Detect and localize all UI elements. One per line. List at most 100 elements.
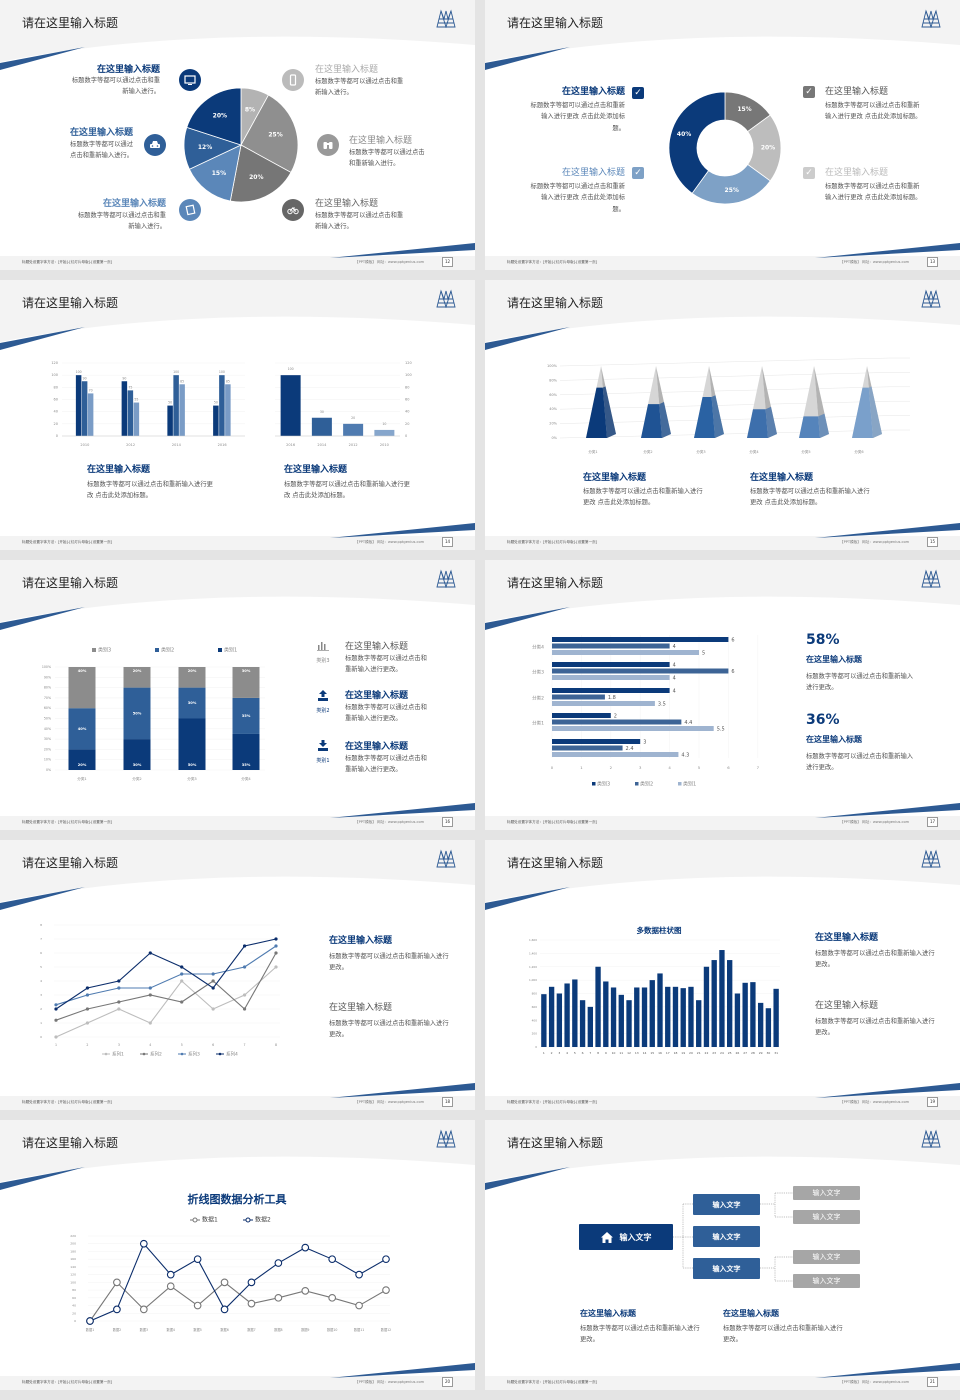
page-number: 14 [442, 537, 453, 547]
bar [696, 1000, 702, 1047]
data-point [274, 944, 278, 948]
branch-node[interactable]: 输入文字 [693, 1226, 760, 1247]
x-tick-label: 3 [558, 1051, 560, 1055]
x-tick-label: 21 [697, 1051, 701, 1055]
item-desc: 标题数字等都可以通过点击和重新输入进行更改 点击此处添加标题。 [583, 488, 703, 507]
bar [552, 713, 611, 718]
x-tick-label: 9 [605, 1051, 607, 1055]
x-tick-label: 13 [635, 1051, 639, 1055]
bar-value-label: 5 [702, 650, 705, 656]
data-point [247, 1278, 256, 1287]
bar [552, 688, 670, 693]
legend-marker [192, 1217, 198, 1223]
data-point [139, 1305, 148, 1314]
checkbox-icon[interactable]: ✓ [632, 87, 644, 99]
y-tick-label: 8 [40, 923, 42, 927]
leaf-node[interactable]: 输入文字 [793, 1250, 860, 1264]
footer-website[interactable]: 【PPT模板】 网址：www.pptgenius.com [355, 1100, 425, 1104]
gridline [559, 386, 891, 396]
data-point [301, 1243, 310, 1252]
leaf-node[interactable]: 输入文字 [793, 1274, 860, 1288]
bar [579, 1000, 586, 1047]
y-tick-label: 4 [40, 979, 42, 983]
stat-value: 36% [806, 712, 840, 728]
slide-title: 请在这里输入标题 [22, 296, 119, 310]
segment-label: 40% [78, 727, 87, 731]
bar-value-label: 70 [89, 388, 93, 392]
footer-website[interactable]: 【PPT模板】 网址：www.pptgenius.com [840, 1380, 910, 1384]
y-tick-label: 80% [44, 686, 51, 690]
slide-title: 请在这里输入标题 [507, 856, 604, 870]
bar-value-label: 85 [226, 379, 230, 383]
bar [552, 675, 670, 680]
item-title: 在这里输入标题 [583, 473, 647, 483]
legend-marker [180, 1052, 184, 1056]
bar-value-label: 100 [76, 370, 82, 374]
leaf-node[interactable]: 输入文字 [793, 1210, 860, 1224]
bar [552, 662, 670, 667]
footer-website[interactable]: 【PPT模板】 网址：www.pptgenius.com [355, 540, 425, 544]
pie-slice [186, 87, 242, 146]
bar-value-label: 3 [643, 739, 646, 745]
leaf-node[interactable]: 输入文字 [793, 1186, 860, 1200]
x-tick-label: 4 [566, 1051, 568, 1055]
pyramid-bar-side [765, 406, 777, 438]
data-point [113, 1305, 121, 1314]
item-desc: 标题数字等都可以通过点击和重新输入进行更改。 [345, 704, 427, 723]
bar-value-label: 100 [219, 370, 225, 374]
footer-website[interactable]: 【PPT模板】 网址：www.pptgenius.com [840, 1100, 910, 1104]
line-chart: 0 1 2 3 4 5 6 7 8 1 2 3 4 5 6 7 8 系列1 系列2 系列3 系列4 [40, 923, 280, 1058]
root-node[interactable]: 输入文字 [579, 1224, 673, 1250]
bar [87, 393, 94, 436]
bar-chart-icon [317, 642, 329, 651]
icon-label: 类别2 [316, 708, 330, 714]
checkbox-icon[interactable]: ✓ [803, 167, 815, 179]
y-tick-label: 60% [549, 393, 557, 397]
item-title: 在这里输入标题 [315, 65, 379, 75]
data-point [355, 1270, 363, 1279]
bar-value-label: 90 [83, 376, 87, 380]
logo-icon [436, 1129, 456, 1149]
stacked-bar-segment [123, 739, 151, 770]
y-tick-label: 分类1 [532, 720, 544, 727]
legend-label: 类别2 [161, 647, 174, 654]
pyramid-bar [586, 387, 607, 438]
bar-value-label: 4 [673, 662, 676, 668]
segment-label: 35% [242, 763, 251, 767]
chart-title: 多数据柱状图 [637, 925, 682, 935]
footer-website[interactable]: 【PPT模板】 网址：www.pptgenius.com [840, 820, 910, 824]
x-tick-label: 19 [681, 1051, 685, 1055]
data-point [301, 1287, 310, 1295]
x-tick-label: 分类4 [241, 776, 251, 781]
footer-website[interactable]: 【PPT模板】 网址：www.pptgenius.com [355, 820, 425, 824]
stat-desc: 标题数字等都可以通过点击和重新输入进行更改。 [806, 673, 914, 692]
x-tick-label: 7 [244, 1043, 246, 1047]
footer-website[interactable]: 【PPT模板】 网址：www.pptgenius.com [840, 260, 910, 264]
page-number: 13 [927, 257, 938, 267]
y-tick-label: 60 [54, 398, 58, 402]
branch-node[interactable]: 输入文字 [693, 1258, 760, 1279]
branch-node[interactable]: 输入文字 [693, 1194, 760, 1215]
footer-website[interactable]: 【PPT模板】 网址：www.pptgenius.com [355, 1380, 425, 1384]
y-tick-label: 40 [72, 1304, 76, 1308]
footer-website[interactable]: 【PPT模板】 网址：www.pptgenius.com [355, 260, 425, 264]
legend-marker [245, 1217, 251, 1223]
x-tick-label: 数据3 [140, 1327, 148, 1332]
bar [541, 994, 547, 1047]
checkbox-icon[interactable]: ✓ [803, 86, 815, 98]
x-tick-label: 数据2 [113, 1327, 121, 1332]
footer-website[interactable]: 【PPT模板】 网址：www.pptgenius.com [840, 540, 910, 544]
data-point [220, 1305, 229, 1314]
pie-slice [229, 144, 292, 203]
data-point [382, 1255, 390, 1264]
bar [572, 979, 578, 1047]
x-tick-label: 4 [149, 1043, 151, 1047]
x-tick-label: 29 [759, 1051, 763, 1055]
bar [680, 988, 686, 1047]
y-tick-label: 1,000 [529, 978, 537, 982]
multi-bar-chart: 多数据柱状图 0 200 400 600 800 1,000 1,200 1,400 1,600 1… [529, 925, 780, 1055]
bar-value-label: 4.3 [681, 752, 689, 758]
legend-label: 类别1 [224, 647, 237, 654]
bar [610, 987, 617, 1047]
checkbox-icon[interactable]: ✓ [632, 167, 644, 179]
